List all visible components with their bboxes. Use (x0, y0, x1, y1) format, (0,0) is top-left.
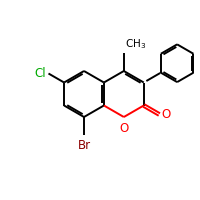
Text: O: O (162, 108, 171, 121)
Text: CH$_3$: CH$_3$ (125, 38, 146, 51)
Text: Br: Br (77, 139, 91, 152)
Text: O: O (119, 122, 128, 135)
Text: Cl: Cl (35, 67, 46, 80)
